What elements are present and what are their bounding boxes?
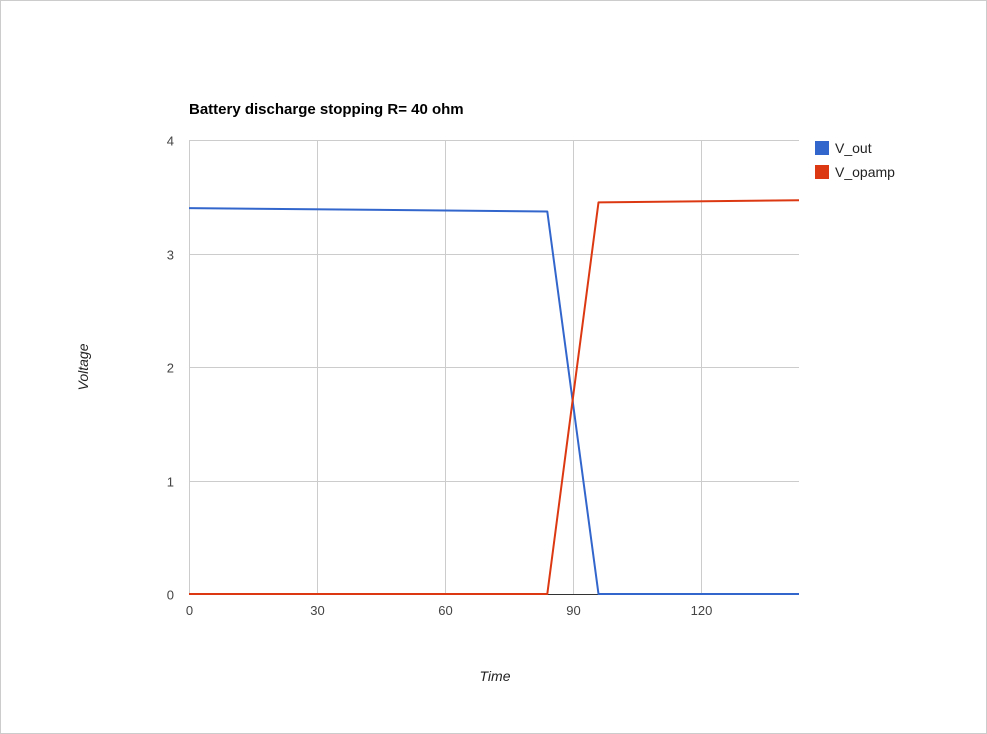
legend-item-v-out[interactable]: V_out [815,140,872,156]
series-line-v-out[interactable] [188,207,799,595]
x-tick-label: 90 [566,603,580,618]
y-tick-label: 2 [167,361,174,376]
legend-swatch [815,165,829,179]
x-tick-label: 0 [186,603,193,618]
y-axis-ticks: 0 1 2 3 4 [167,134,174,603]
chart-title: Battery discharge stopping R= 40 ohm [189,101,464,118]
legend-label: V_out [835,140,872,156]
x-tick-label: 60 [438,603,452,618]
x-tick-label: 120 [691,603,713,618]
y-tick-label: 0 [167,588,174,603]
x-axis-title: Time [480,668,511,684]
series-line-v-opamp[interactable] [189,199,800,595]
y-tick-label: 1 [167,475,174,490]
x-tick-label: 30 [310,603,324,618]
x-axis-ticks: 0 30 60 90 120 [186,603,712,618]
y-tick-label: 4 [167,134,174,149]
legend-swatch [815,141,829,155]
y-tick-label: 3 [167,248,174,263]
legend[interactable]: V_out V_opamp [815,140,895,180]
series-lines [188,199,800,595]
legend-label: V_opamp [835,164,895,180]
y-axis-title: Voltage [75,343,91,390]
legend-item-v-opamp[interactable]: V_opamp [815,164,895,180]
